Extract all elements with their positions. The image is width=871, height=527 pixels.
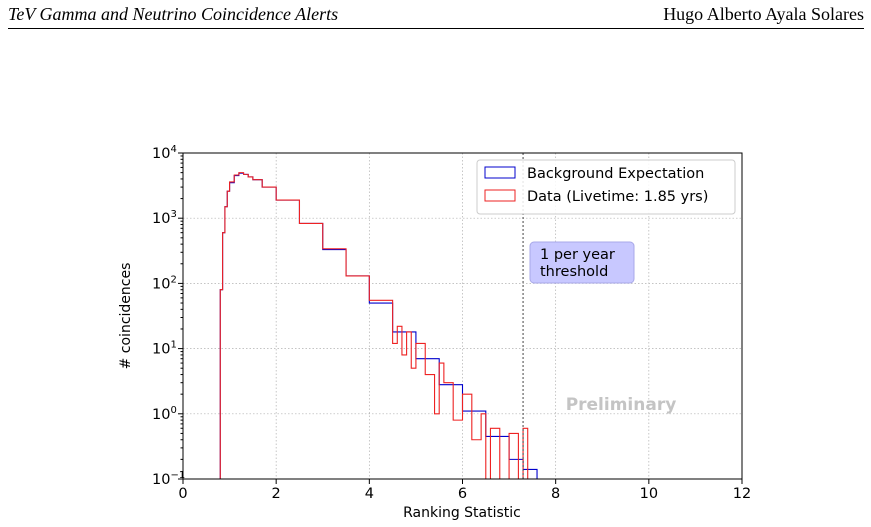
y-axis-label: # coincidences xyxy=(118,263,134,370)
threshold-annotation-box xyxy=(529,241,635,284)
axis-ticks: 0 2 4 6 8 10 12 104 103 102 101 100 10−1 xyxy=(152,144,751,502)
legend-swatch-background xyxy=(484,166,516,179)
y-tick-label: 10−1 xyxy=(152,470,185,488)
legend: Background Expectation Data (Livetime: 1… xyxy=(476,159,736,215)
y-tick-label: 103 xyxy=(152,209,177,227)
y-tick-label: 104 xyxy=(152,144,177,162)
legend-box xyxy=(476,159,736,215)
threshold-annotation-line1: 1 per year xyxy=(540,247,615,263)
author-name: Hugo Alberto Ayala Solares xyxy=(663,4,864,24)
y-tick-label: 102 xyxy=(152,274,177,292)
x-tick-label: 6 xyxy=(458,486,467,502)
x-tick-label: 10 xyxy=(640,486,658,502)
data-histogram xyxy=(219,172,531,480)
running-title: TeV Gamma and Neutrino Coincidence Alert… xyxy=(8,4,339,24)
background-expectation-histogram xyxy=(219,172,540,480)
x-axis-label: Ranking Statistic xyxy=(403,505,521,521)
y-tick-label: 101 xyxy=(152,340,177,358)
legend-label-background: Background Expectation xyxy=(527,166,704,182)
x-tick-label: 2 xyxy=(272,486,281,502)
x-tick-label: 4 xyxy=(365,486,374,502)
preliminary-watermark: Preliminary xyxy=(566,395,677,415)
series-layer xyxy=(219,172,540,480)
x-tick-label: 8 xyxy=(551,486,560,502)
x-tick-label: 0 xyxy=(178,486,187,502)
legend-label-data: Data (Livetime: 1.85 yrs) xyxy=(527,189,708,205)
y-tick-label: 100 xyxy=(152,405,177,423)
page-header: TeV Gamma and Neutrino Coincidence Alert… xyxy=(8,0,864,29)
x-tick-label: 12 xyxy=(733,486,751,502)
legend-swatch-data xyxy=(484,189,516,202)
threshold-annotation-line2: threshold xyxy=(540,264,608,280)
